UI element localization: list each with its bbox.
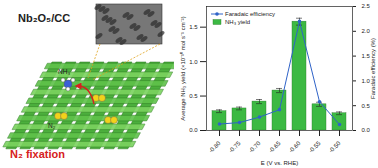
svg-text:-0.60: -0.60 [288,140,302,154]
svg-text:0.5: 0.5 [189,93,198,99]
svg-text:N₂ fixation: N₂ fixation [10,148,65,160]
svg-text:E (V vs. RHE): E (V vs. RHE) [261,160,298,166]
svg-text:-0.75: -0.75 [228,140,242,154]
svg-text:0.5: 0.5 [362,103,371,109]
svg-text:0.0: 0.0 [362,127,371,133]
html-text:NH₃ yield: NH₃ yield [225,19,251,25]
svg-text:1.0: 1.0 [362,78,371,84]
svg-text:1.5: 1.5 [362,53,371,59]
svg-text:-0.55: -0.55 [308,140,322,154]
svg-text:2.5: 2.5 [362,3,371,9]
svg-text:Faradaic efficiency (%): Faradaic efficiency (%) [370,38,376,99]
svg-text:1.0: 1.0 [189,59,198,65]
svg-text:Average NH₃ yield (×10⁻¹⁰ mol: Average NH₃ yield (×10⁻¹⁰ mol s⁻¹ cm⁻²) [179,16,186,121]
svg-text:N₂: N₂ [48,122,56,129]
svg-text:Nb₂O₅/CC: Nb₂O₅/CC [18,12,70,24]
svg-text:NH₃: NH₃ [58,68,70,75]
svg-text:-0.50: -0.50 [328,140,342,154]
svg-text:1.5: 1.5 [189,24,198,30]
svg-text:2.0: 2.0 [362,28,371,34]
svg-text:-0.65: -0.65 [268,140,282,154]
svg-text:-0.70: -0.70 [248,140,262,154]
svg-text:0.0: 0.0 [189,127,198,133]
html-text:Faradaic efficiency: Faradaic efficiency [225,11,275,17]
svg-text:-0.80: -0.80 [208,140,222,154]
